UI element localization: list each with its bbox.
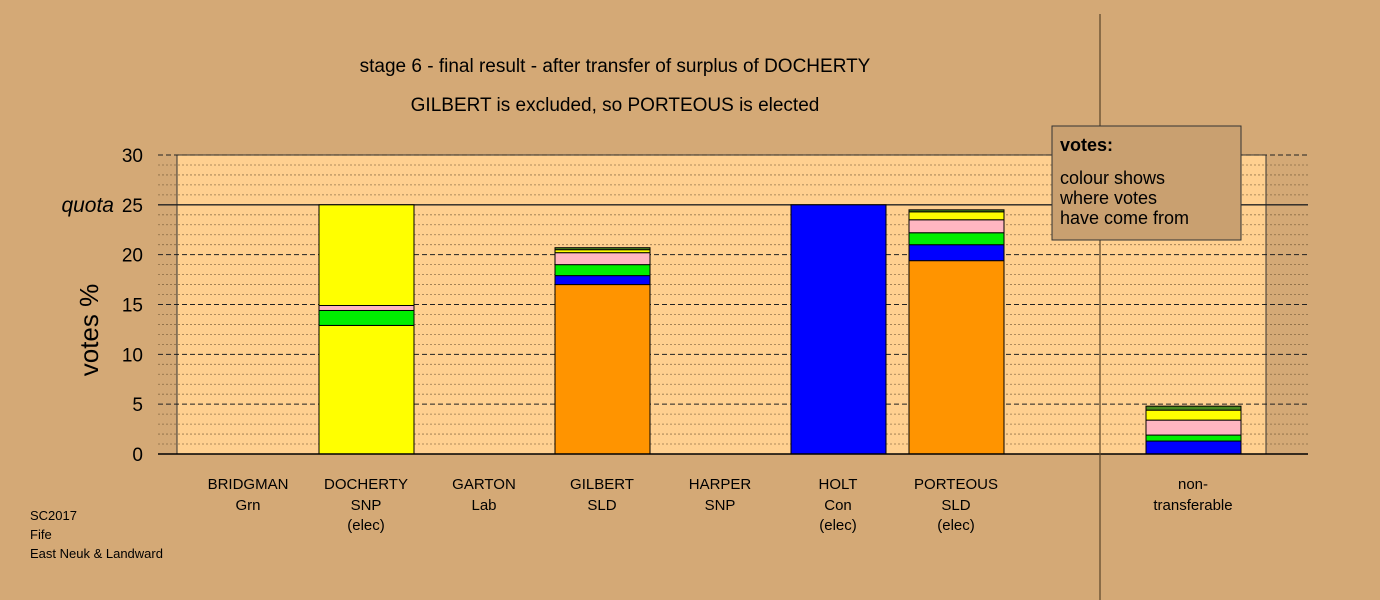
candidate-party: SLD	[941, 497, 970, 514]
bar-segment	[1145, 434, 1242, 442]
y-axis-label: votes %	[74, 284, 104, 377]
y-tick-label: 10	[122, 345, 143, 366]
candidate-party: Lab	[471, 497, 496, 514]
legend-line-3: have come from	[1060, 208, 1189, 228]
y-tick-label: 25	[122, 196, 143, 217]
candidate-party: SLD	[587, 497, 616, 514]
candidate-status: (elec)	[347, 517, 385, 534]
bar-segment	[318, 304, 415, 311]
bar-segment	[554, 252, 651, 266]
bar-segment	[908, 219, 1005, 234]
chart-subtitle: GILBERT is excluded, so PORTEOUS is elec…	[411, 95, 820, 116]
candidate-party: SNP	[351, 497, 382, 514]
legend-title: votes:	[1060, 135, 1113, 155]
legend-box	[1051, 125, 1242, 241]
bar-segment	[1145, 440, 1242, 455]
bar-segment	[318, 204, 415, 306]
y-tick-label: 30	[122, 146, 143, 167]
candidate-name: GARTON	[452, 476, 516, 493]
bar-segment	[908, 244, 1005, 262]
legend: votes: colour shows where votes have com…	[1051, 125, 1242, 241]
y-tick-label: 20	[122, 246, 143, 267]
candidate-name: PORTEOUS	[914, 476, 998, 493]
bar-segment	[908, 260, 1005, 455]
bar-segment	[908, 232, 1005, 246]
bar-segment	[1145, 405, 1242, 411]
chart-title: stage 6 - final result - after transfer …	[360, 56, 871, 77]
candidate-name: HOLT	[819, 476, 858, 493]
bar-segment	[908, 209, 1005, 213]
candidate-name: BRIDGMAN	[208, 476, 289, 493]
bar-segment	[318, 324, 415, 455]
footer-line-3: East Neuk & Landward	[30, 546, 163, 561]
quota-label: quota	[61, 194, 114, 217]
candidate-status: (elec)	[819, 517, 857, 534]
candidate-party: Grn	[235, 497, 260, 514]
bar-segment	[554, 284, 651, 455]
y-tick-label: 5	[132, 395, 143, 416]
nontransferable-label-line1: non-	[1178, 476, 1208, 493]
candidate-status: (elec)	[937, 517, 975, 534]
candidate-name: GILBERT	[570, 476, 634, 493]
y-tick-label: 15	[122, 296, 143, 317]
footer-line-1: SC2017	[30, 508, 77, 523]
bar-segment	[554, 275, 651, 286]
bar-segment	[1145, 409, 1242, 421]
bar-segment	[318, 309, 415, 326]
footer-line-2: Fife	[30, 527, 52, 542]
bar-segment	[790, 204, 887, 455]
bar-segment	[554, 264, 651, 277]
bar-segment	[554, 247, 651, 251]
y-tick-label: 0	[132, 445, 143, 466]
bar-segment	[908, 211, 1005, 221]
candidate-party: SNP	[705, 497, 736, 514]
legend-line-2: where votes	[1059, 188, 1157, 208]
bar-segment	[1145, 419, 1242, 436]
nontransferable-label-line2: transferable	[1153, 497, 1232, 514]
candidate-party: Con	[824, 497, 852, 514]
legend-line-1: colour shows	[1060, 168, 1165, 188]
candidate-name: HARPER	[689, 476, 752, 493]
candidate-name: DOCHERTY	[324, 476, 408, 493]
